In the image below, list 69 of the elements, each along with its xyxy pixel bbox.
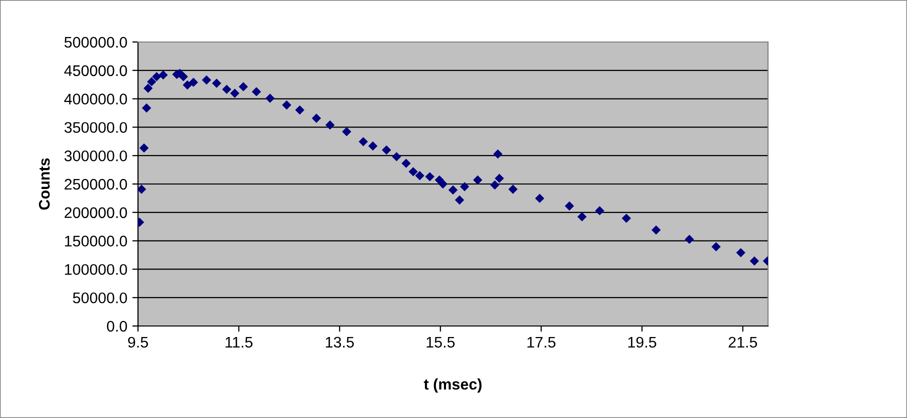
point [382, 145, 392, 155]
point [736, 248, 746, 258]
point [622, 214, 631, 223]
y-tick-label: 350000.0 [64, 122, 127, 133]
point [494, 174, 504, 183]
x-axis-title: t (msec) [424, 378, 482, 393]
y-tick-label: 500000.0 [64, 36, 127, 48]
x-tick-label: 17.5 [528, 336, 556, 348]
y-tick-label: 250000.0 [64, 178, 127, 190]
point [147, 77, 156, 86]
point [230, 88, 240, 98]
x-tick-label: 21.5 [728, 336, 758, 348]
point [342, 127, 352, 136]
point [448, 185, 458, 195]
point [325, 120, 335, 130]
point [178, 72, 188, 82]
point [460, 182, 470, 192]
x-tick-label: 9.5 [128, 336, 148, 348]
point [490, 180, 500, 190]
point [438, 179, 448, 189]
point [222, 84, 232, 94]
point [138, 184, 146, 194]
y-tick-label: 200000.0 [64, 207, 127, 218]
y-tick-label: 400000.0 [64, 94, 127, 104]
point [295, 105, 304, 115]
point [750, 256, 759, 266]
x-tick-label: 13.5 [326, 336, 354, 348]
point [143, 84, 153, 93]
point [415, 171, 424, 180]
point [152, 72, 162, 82]
x-tick-label: 11.5 [226, 336, 252, 348]
point [265, 94, 275, 103]
y-tick-label: 0.0 [106, 320, 127, 332]
point [358, 137, 368, 146]
point [508, 184, 518, 194]
point [425, 172, 434, 182]
point [142, 103, 152, 113]
y-tick-label: 100000.0 [65, 264, 127, 275]
point [684, 234, 694, 244]
y-tick-label: 50000.0 [72, 292, 127, 304]
y-tick-label: 450000.0 [64, 65, 127, 76]
point [577, 212, 587, 222]
point [252, 87, 262, 96]
y-tick-label: 150000.0 [65, 236, 127, 246]
point [535, 194, 544, 203]
point [238, 82, 248, 92]
point [392, 152, 402, 162]
point [139, 143, 149, 153]
point [182, 80, 192, 90]
point [282, 100, 292, 110]
point [595, 206, 604, 216]
point [564, 201, 574, 211]
x-tick-label: 15.5 [426, 336, 455, 348]
point [473, 175, 482, 185]
point [368, 141, 378, 151]
y-axis-title: Counts [38, 158, 50, 210]
point [158, 70, 168, 80]
point [454, 195, 464, 205]
y-tick-label: 300000.0 [64, 150, 127, 162]
point [312, 114, 322, 123]
point [493, 149, 502, 159]
point [652, 225, 661, 235]
point [202, 75, 212, 85]
point [402, 158, 411, 168]
point [408, 167, 418, 176]
point [188, 78, 198, 87]
point [212, 78, 222, 88]
point [711, 242, 721, 252]
x-tick-label: 19.5 [628, 336, 656, 348]
